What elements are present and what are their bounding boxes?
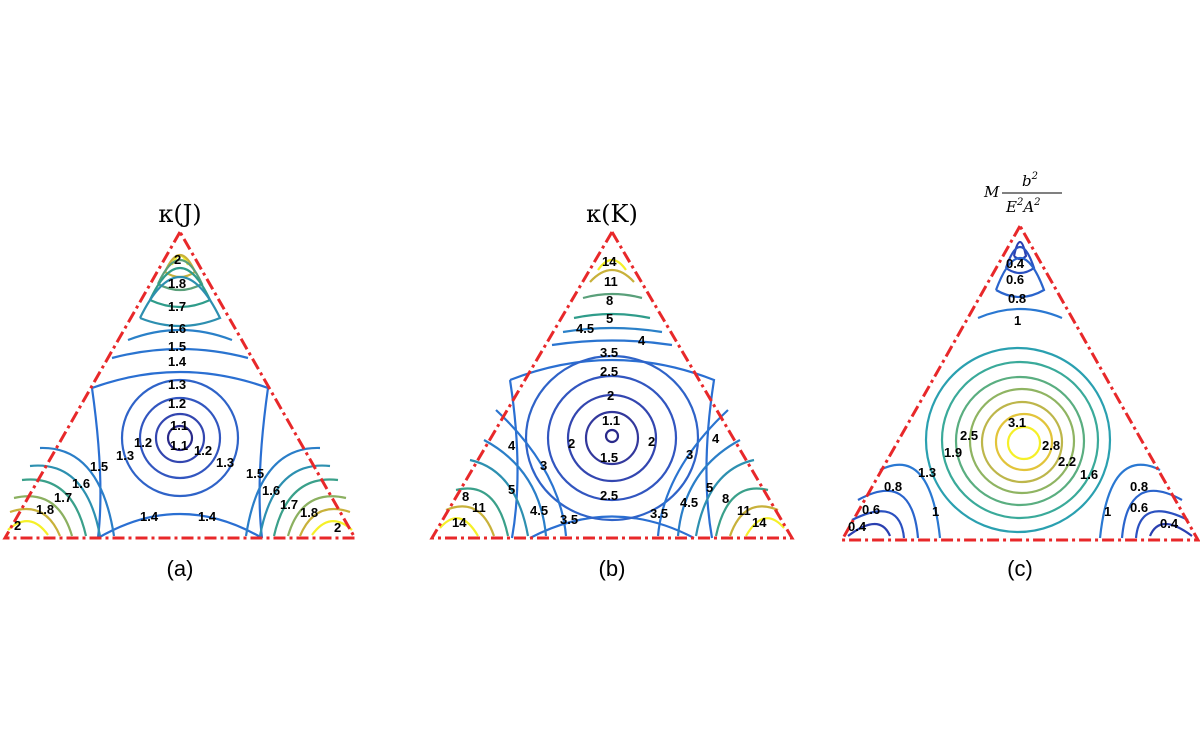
contour-label: 1.2 <box>194 443 212 458</box>
contour-label: 4 <box>638 333 646 348</box>
panel-b-caption: (b) <box>599 556 626 581</box>
contour-label: 3.5 <box>600 345 618 360</box>
panel-c-title: M b2 E2A2 <box>983 171 1062 216</box>
contour-label: 1.8 <box>168 276 186 291</box>
panel-a-caption: (a) <box>167 556 194 581</box>
contour-label: 8 <box>606 293 613 308</box>
panel-a-contours <box>7 253 353 539</box>
panel-b-triangle-frame <box>429 229 795 540</box>
panel-b: 14 11 8 5 4.5 4 3.5 2.5 2 1.1 2 2 1.5 3 … <box>429 200 795 581</box>
contour-label: 1.5 <box>90 459 108 474</box>
panel-c: 0.4 0.6 0.8 1 3.1 2.5 2.8 1.9 2.2 1.6 1.… <box>839 171 1200 581</box>
contour-label: 11 <box>472 500 486 515</box>
panel-a: 2 1.8 1.7 1.6 1.5 1.4 1.3 1.2 1.1 1.1 1.… <box>2 200 358 581</box>
panel-b-title: κ(K) <box>586 200 638 228</box>
contour-label: 1.1 <box>170 418 188 433</box>
contour-label: 1.5 <box>168 339 186 354</box>
contour-label: 3 <box>540 458 547 473</box>
contour-label: 1.2 <box>168 396 186 411</box>
contour-label: 1.1 <box>602 413 620 428</box>
contour-label: 1.7 <box>280 497 298 512</box>
contour-label: 11 <box>737 503 751 518</box>
contour-label: 2.5 <box>600 488 618 503</box>
contour-label: 2 <box>607 388 614 403</box>
contour-label: 1.5 <box>600 450 618 465</box>
contour-label: 0.6 <box>862 502 880 517</box>
contour-label: 0.8 <box>1130 479 1148 494</box>
contour-label: 11 <box>604 274 618 289</box>
contour-label: 0.4 <box>1006 256 1025 271</box>
contour-label: 2.8 <box>1042 438 1060 453</box>
contour-label: 1.6 <box>1080 467 1098 482</box>
contour-label: 5 <box>706 480 713 495</box>
panel-c-triangle-frame <box>839 222 1200 542</box>
contour-label: 14 <box>752 515 767 530</box>
contour-label: 2.2 <box>1058 454 1076 469</box>
panel-c-title-numerator: b2 <box>1022 171 1038 190</box>
contour-label: 0.6 <box>1130 500 1148 515</box>
contour-label: 2 <box>14 518 21 533</box>
contour-label: 1.7 <box>54 490 72 505</box>
contour-label: 1.8 <box>36 502 54 517</box>
contour-label: 8 <box>722 491 729 506</box>
contour-label: 1.3 <box>168 377 186 392</box>
contour-label: 2 <box>648 434 655 449</box>
contour-label: 1.9 <box>944 445 962 460</box>
contour-label: 0.8 <box>884 479 902 494</box>
contour-label: 4.5 <box>530 503 548 518</box>
contour-label: 5 <box>606 311 613 326</box>
panel-a-triangle-frame <box>2 228 358 540</box>
contour-label: 2.5 <box>960 428 978 443</box>
panel-c-title-prefix: M <box>983 183 1000 201</box>
contour-label: 0.8 <box>1008 291 1026 306</box>
contour-label: 1.6 <box>168 321 186 336</box>
contour-label: 14 <box>602 254 617 269</box>
panel-b-contours <box>439 258 785 539</box>
contour-label: 1 <box>1104 504 1111 519</box>
contour-label: 1.4 <box>140 509 159 524</box>
contour-label: 1.2 <box>134 435 152 450</box>
contour-label: 1.7 <box>168 299 186 314</box>
contour-label: 1 <box>1014 313 1021 328</box>
contour-label: 4 <box>508 438 516 453</box>
contour-label: 2.5 <box>600 364 618 379</box>
panel-c-caption: (c) <box>1007 556 1033 581</box>
contour-label: 2 <box>334 520 341 535</box>
contour-label: 1.5 <box>246 466 264 481</box>
panel-a-contour-labels: 2 1.8 1.7 1.6 1.5 1.4 1.3 1.2 1.1 1.1 1.… <box>14 252 341 535</box>
contour-label: 1.3 <box>918 465 936 480</box>
contour-label: 4.5 <box>680 495 698 510</box>
contour-label: 0.6 <box>1006 272 1024 287</box>
contour-label: 0.4 <box>848 519 867 534</box>
contour-label: 2 <box>568 436 575 451</box>
contour-label: 1.1 <box>170 438 188 453</box>
contour-label: 2 <box>174 252 181 267</box>
contour-label: 1.6 <box>262 483 280 498</box>
contour-label: 1.3 <box>216 455 234 470</box>
contour-label: 14 <box>452 515 467 530</box>
contour-label: 4 <box>712 431 720 446</box>
contour-label: 3.5 <box>650 506 668 521</box>
contour-label: 1 <box>932 504 939 519</box>
panel-c-contour-labels: 0.4 0.6 0.8 1 3.1 2.5 2.8 1.9 2.2 1.6 1.… <box>848 256 1179 534</box>
contour-label: 1.4 <box>168 354 187 369</box>
contour-label: 0.4 <box>1160 516 1179 531</box>
contour-label: 3 <box>686 447 693 462</box>
contour-label: 5 <box>508 482 515 497</box>
contour-label: 1.8 <box>300 505 318 520</box>
contour-label: 1.6 <box>72 476 90 491</box>
contour-label: 8 <box>462 489 469 504</box>
panel-c-title-denominator: E2A2 <box>1005 197 1041 216</box>
contour-label: 3.5 <box>560 512 578 527</box>
panel-a-title: κ(J) <box>158 200 201 228</box>
contour-label: 1.3 <box>116 448 134 463</box>
panel-b-contour-labels: 14 11 8 5 4.5 4 3.5 2.5 2 1.1 2 2 1.5 3 … <box>452 254 767 530</box>
contour-label: 1.4 <box>198 509 217 524</box>
contour-label: 3.1 <box>1008 415 1026 430</box>
contour-label: 4.5 <box>576 321 594 336</box>
panel-c-contours <box>847 240 1193 539</box>
